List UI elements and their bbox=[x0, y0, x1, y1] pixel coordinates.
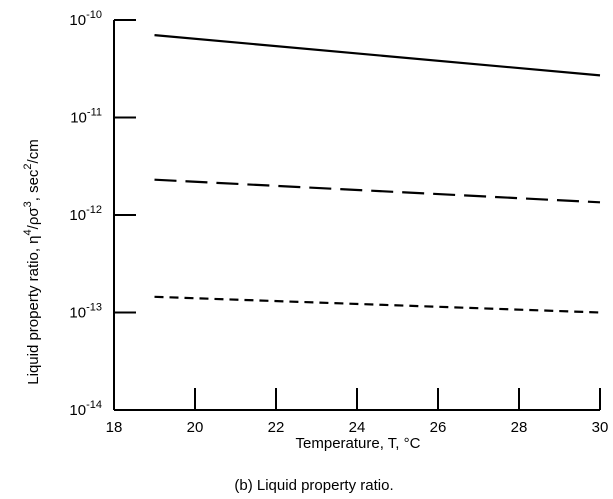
y-tick-label: 10-12 bbox=[69, 204, 102, 224]
y-tick-label: 10-10 bbox=[69, 9, 102, 29]
x-tick-label: 22 bbox=[268, 419, 285, 436]
x-axis-ticks: 18 20 22 24 26 28 30 bbox=[106, 388, 609, 436]
x-tick-label: 18 bbox=[106, 419, 123, 436]
axes bbox=[113, 20, 600, 411]
x-tick-label: 20 bbox=[187, 419, 204, 436]
series-line-long-dash bbox=[154, 178, 601, 204]
x-axis-label: Temperature, T, °C bbox=[296, 435, 421, 452]
series-line-short-dash bbox=[154, 295, 601, 314]
x-tick-label: 30 bbox=[592, 419, 609, 436]
x-tick-label: 26 bbox=[430, 419, 447, 436]
series-layer bbox=[154, 34, 601, 314]
y-tick-label: 10-11 bbox=[70, 107, 102, 127]
y-tick-label: 10-14 bbox=[69, 399, 102, 419]
x-tick-label: 24 bbox=[349, 419, 366, 436]
x-tick-label: 28 bbox=[511, 419, 528, 436]
figure-caption: (b) Liquid property ratio. bbox=[234, 477, 393, 494]
y-tick-label: 10-13 bbox=[69, 302, 102, 322]
y-axis-ticks: 10-10 10-11 10-12 10-13 10-14 bbox=[69, 9, 136, 419]
y-axis-label: Liquid property ratio, η4/ρσ3, sec2/cm bbox=[22, 139, 42, 384]
series-line-solid bbox=[154, 34, 601, 77]
